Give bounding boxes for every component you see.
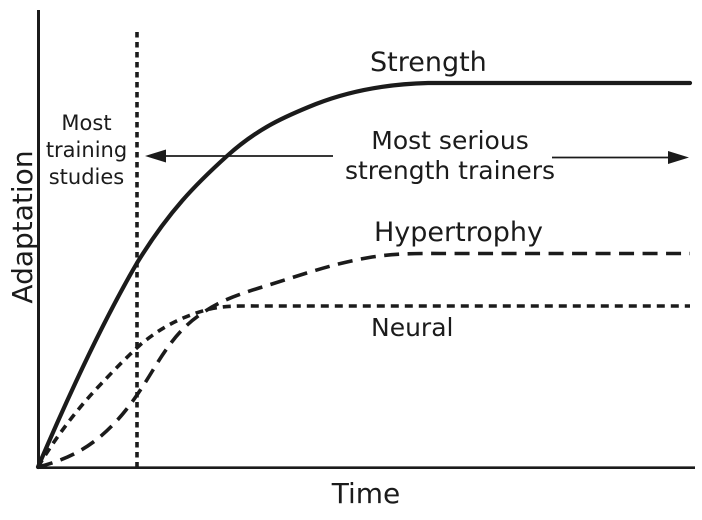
hypertrophy-curve (37, 251, 690, 469)
strength-curve-label: Strength (370, 47, 487, 78)
most-serious-strength-trainers-annotation: Most serious strength trainers (344, 126, 556, 185)
neural-curve-label: Neural (371, 313, 454, 342)
left-arrowhead-icon (145, 149, 166, 163)
most-training-studies-annotation: Most training studies (45, 111, 128, 189)
right-arrowhead-icon (668, 151, 689, 164)
x-axis-label: Time (331, 477, 401, 510)
neural-curve (36, 304, 690, 468)
hypertrophy-curve-label: Hypertrophy (374, 217, 543, 248)
strength-curve (35, 80, 693, 470)
y-axis-label: Adaptation (6, 150, 39, 304)
